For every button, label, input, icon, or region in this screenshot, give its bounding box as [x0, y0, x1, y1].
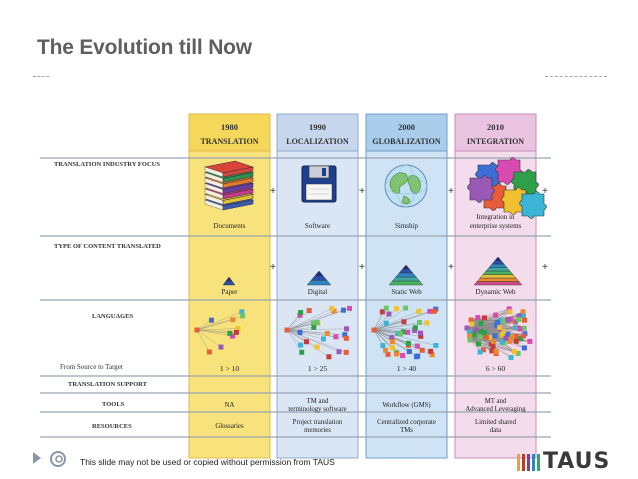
footer-arrow-icon [33, 452, 41, 464]
language-network-2010 [464, 306, 533, 361]
era-header-integration [454, 113, 537, 152]
era-content-type: Dynamic Web [476, 288, 516, 296]
taus-logo-bars [517, 453, 540, 471]
globe-icon [384, 164, 428, 208]
taus-logo: TAUS [517, 451, 610, 473]
era-year: 1980 [221, 122, 238, 132]
era-focus-caption: Software [305, 222, 330, 230]
title-divider-left [33, 76, 49, 77]
era-name: GLOBALIZATION [372, 137, 441, 146]
era-year: 2010 [487, 122, 504, 132]
book-stack-icon [203, 160, 255, 211]
pyramid-xlarge-icon [473, 256, 523, 286]
era-tools: NA [225, 402, 235, 409]
era-year: 1990 [309, 122, 326, 132]
puzzle-icon [467, 157, 547, 219]
era-year: 2000 [398, 122, 415, 132]
language-network-1990 [284, 305, 353, 360]
era-language-count: 6 > 60 [486, 364, 505, 373]
copyright-logo-icon [50, 451, 66, 467]
era-name: INTEGRATION [467, 137, 524, 146]
floppy-disk-icon [301, 165, 337, 203]
taus-logo-bar [537, 453, 540, 471]
era-tools: Workflow (GMS) [382, 402, 430, 409]
era-header-translation [188, 113, 271, 152]
era-header-globalization [365, 113, 448, 152]
era-focus-caption: Simship [395, 222, 418, 230]
row-label-source-target: From Source to Target [60, 363, 123, 371]
era-name: LOCALIZATION [286, 137, 349, 146]
pyramid-large-icon [388, 264, 424, 286]
plus-sign: + [359, 261, 365, 273]
pyramid-small-icon [222, 276, 236, 286]
footer-copyright-text: This slide may not be used or copied wit… [80, 457, 335, 467]
title-divider-right [545, 76, 607, 77]
taus-logo-bar [522, 453, 525, 471]
era-resources: Project translation memories [293, 419, 343, 434]
era-name: TRANSLATION [200, 137, 258, 146]
era-content-type: Static Web [391, 288, 422, 296]
plus-sign: + [270, 261, 276, 273]
era-focus-caption: Integration in enterprise systems [470, 213, 522, 230]
era-language-count: 1 > 10 [220, 364, 239, 373]
era-content-type: Digital [308, 288, 327, 296]
era-header-localization [276, 113, 359, 152]
plus-sign: + [542, 185, 548, 197]
era-content-type: Paper [222, 288, 239, 296]
plus-sign: + [270, 185, 276, 197]
era-tools: TM and terminology software [288, 398, 346, 413]
taus-logo-text: TAUS [543, 449, 611, 474]
era-language-count: 1 > 25 [308, 364, 327, 373]
era-resources: Limited shared data [475, 419, 517, 434]
row-label-content: TYPE OF CONTENT TRANSLATED [54, 243, 161, 250]
taus-logo-bar [527, 453, 530, 471]
era-resources: Centralized corporate TMs [377, 419, 436, 434]
era-resources: Glossaries [215, 423, 244, 430]
plus-sign: + [542, 261, 548, 273]
language-network-2000 [371, 305, 439, 360]
slide-title: The Evolution till Now [37, 36, 252, 59]
row-label-focus: TRANSLATION INDUSTRY FOCUS [54, 161, 160, 168]
row-label-support: TRANSLATION SUPPORT [68, 381, 148, 388]
plus-sign: + [448, 261, 454, 273]
row-label-tools: TOOLS [102, 401, 125, 408]
era-focus-caption: Documents [214, 222, 246, 230]
pyramid-medium-icon [306, 270, 332, 286]
row-label-languages: LANGUAGES [92, 313, 134, 320]
taus-logo-bar [532, 453, 535, 471]
plus-sign: + [448, 185, 454, 197]
plus-sign: + [359, 185, 365, 197]
taus-logo-bar [517, 453, 520, 471]
era-language-count: 1 > 40 [397, 364, 416, 373]
era-tools: MT and Advanced Leveraging [465, 398, 526, 413]
row-label-resources: RESOURCES [92, 423, 132, 430]
language-network-1980 [194, 309, 246, 355]
